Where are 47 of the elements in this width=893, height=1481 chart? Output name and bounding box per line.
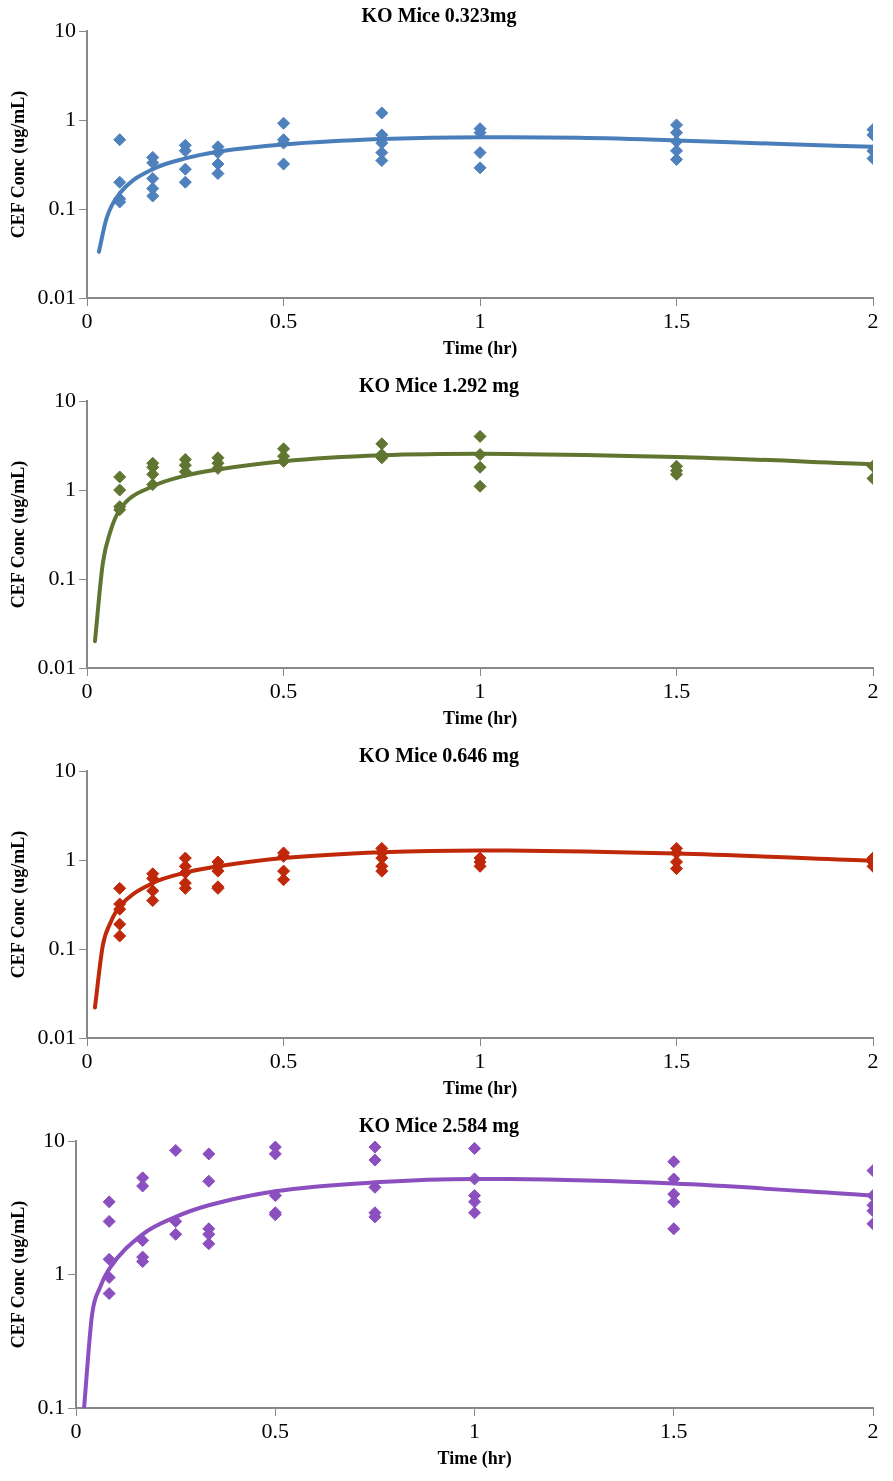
x-tick-label: 2 (867, 1047, 879, 1073)
x-tick-label: 2 (867, 307, 879, 333)
x-axis-title: Time (hr) (442, 707, 518, 729)
x-tick-label: 0.5 (261, 1417, 290, 1443)
x-tick-label: 1.5 (662, 677, 691, 703)
x-tick-label: 0.5 (269, 677, 298, 703)
chart-title: KO Mice 1.292 mg (359, 374, 519, 398)
x-tick-label: 0 (81, 307, 93, 333)
y-tick-label: 0.1 (48, 194, 77, 220)
chart-title: KO Mice 2.584 mg (359, 1114, 519, 1138)
x-tick-label: 1 (474, 677, 486, 703)
y-tick-label: 1 (65, 475, 77, 501)
x-tick-label: 0 (81, 677, 93, 703)
x-tick-label: 0 (81, 1047, 93, 1073)
y-axis-title: CEF Conc (ug/mL) (8, 830, 30, 979)
x-tick-label: 0 (70, 1417, 82, 1443)
y-tick-label: 1 (54, 1260, 66, 1286)
y-tick-label: 10 (54, 386, 77, 412)
x-tick-label: 0.5 (269, 307, 298, 333)
y-axis-title: CEF Conc (ug/mL) (8, 1200, 30, 1349)
x-tick-label: 1.5 (662, 307, 691, 333)
x-axis-title: Time (hr) (442, 1077, 518, 1099)
x-axis-title: Time (hr) (437, 1447, 512, 1469)
y-axis-title: CEF Conc (ug/mL) (8, 90, 30, 239)
y-tick-label: 1 (65, 845, 77, 871)
x-tick-label: 2 (867, 1417, 879, 1443)
x-tick-label: 1 (474, 307, 486, 333)
x-tick-label: 1 (469, 1417, 481, 1443)
y-tick-label: 1 (65, 105, 77, 131)
x-tick-label: 2 (867, 677, 879, 703)
chart-title: KO Mice 0.646 mg (359, 744, 519, 768)
y-tick-label: 10 (54, 756, 77, 782)
y-tick-label: 0.1 (48, 564, 77, 590)
x-axis-title: Time (hr) (442, 337, 518, 359)
y-tick-label: 0.01 (37, 1023, 77, 1049)
y-axis-title: CEF Conc (ug/mL) (8, 460, 30, 609)
y-tick-label: 10 (43, 1126, 66, 1152)
x-tick-label: 1.5 (660, 1417, 688, 1443)
y-tick-label: 0.1 (48, 934, 77, 960)
y-tick-label: 0.1 (37, 1393, 66, 1419)
chart-title: KO Mice 0.323mg (361, 4, 517, 28)
x-tick-label: 0.5 (269, 1047, 298, 1073)
y-tick-label: 0.01 (37, 283, 77, 309)
x-tick-label: 1.5 (662, 1047, 691, 1073)
y-tick-label: 10 (54, 16, 77, 42)
x-tick-label: 1 (474, 1047, 486, 1073)
y-tick-label: 0.01 (37, 653, 77, 679)
